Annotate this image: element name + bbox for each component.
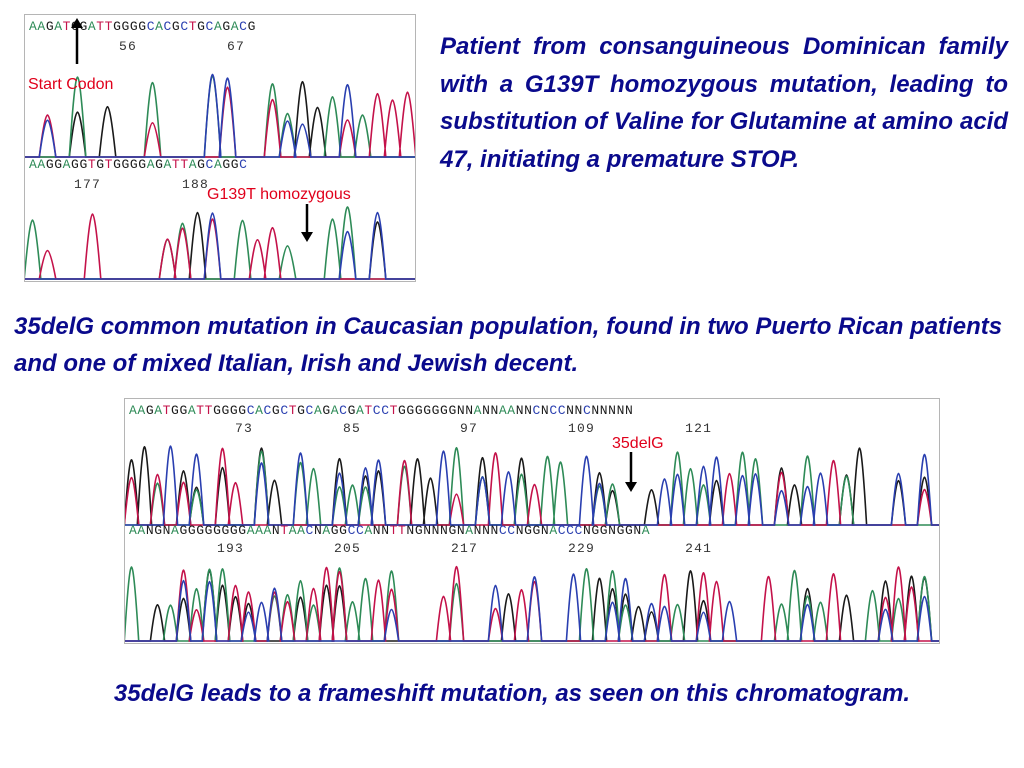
bottom-chromatogram-panel: AAGATGGATTGGGGCACGCTGCAGACGATCCTGGGGGGGN…: [124, 398, 940, 644]
g139t-label: G139T homozygous: [207, 186, 351, 203]
bottom-row2-sequence: AANGNAGGGGGGGGAAANTAACNAGGCCANNTTNGNNNGN…: [129, 523, 651, 538]
chromatogram-peak-trace: [25, 73, 415, 158]
top-chromatogram-trace-2: [25, 206, 415, 280]
chromatogram-peak-trace: [125, 445, 939, 526]
top-chromatogram-trace-1: [25, 73, 415, 158]
bottom-chromatogram-trace-1: [125, 445, 939, 526]
35delg-arrow-icon: [625, 452, 637, 492]
35delg-description: 35delG common mutation in Caucasian popu…: [14, 313, 1003, 377]
35delg-label: 35delG: [612, 435, 664, 452]
chromatogram-peak-trace: [125, 566, 939, 642]
chromatogram-peak-trace: [25, 213, 415, 280]
top-row2-numbers: 177 188: [29, 177, 210, 192]
start-codon-label: Start Codon: [28, 76, 114, 93]
top-chromatogram-panel: AAGATGGATTGGGGCACGCTGCAGACG 56 67 AAGGAG…: [24, 14, 416, 282]
top-row2-sequence: AAGGAGGTGTGGGGAGATTAGCAGGC: [29, 157, 248, 172]
patient-description: Patient from consanguineous Dominican fa…: [440, 33, 1008, 173]
frameshift-caption: 35delG leads to a frameshift mutation, a…: [113, 680, 911, 707]
top-row1-numbers: 56 67: [29, 39, 246, 54]
chromatogram-peak-trace: [25, 211, 415, 280]
bottom-chromatogram-trace-2: [125, 565, 939, 642]
bottom-row1-numbers: 73 85 97 109 121: [145, 421, 713, 436]
bottom-row2-numbers: 193 205 217 229 241: [145, 541, 713, 556]
top-row1-sequence: AAGATGGATTGGGGCACGCTGCAGACG: [29, 19, 256, 34]
bottom-row1-sequence: AAGATGGATTGGGGCACGCTGCAGACGATCCTGGGGGGGN…: [129, 403, 634, 418]
start-codon-arrow-icon: [71, 18, 83, 64]
chromatogram-peak-trace: [125, 569, 939, 642]
g139t-arrow-icon: [301, 204, 313, 242]
chromatogram-peak-trace: [125, 565, 939, 642]
chromatogram-peak-trace: [125, 573, 939, 642]
